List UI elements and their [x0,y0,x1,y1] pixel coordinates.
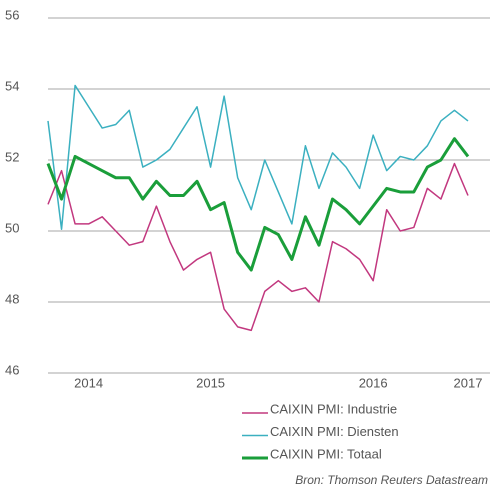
series-line [47,162,469,332]
x-tick-label: 2014 [74,375,103,390]
legend-label: CAIXIN PMI: Industrie [270,401,397,416]
y-tick-label: 52 [5,149,19,164]
y-tick-label: 56 [5,7,19,22]
y-tick-label: 54 [5,78,19,93]
series-line [46,137,470,272]
x-tick-label: 2016 [359,375,388,390]
y-tick-label: 46 [5,362,19,377]
legend-label: CAIXIN PMI: Diensten [270,424,399,439]
source-note: Bron: Thomson Reuters Datastream [295,473,488,487]
series-line [47,84,469,230]
y-tick-label: 50 [5,220,19,235]
y-tick-label: 48 [5,291,19,306]
x-tick-label: 2015 [196,375,225,390]
legend-label: CAIXIN PMI: Totaal [270,446,382,461]
x-tick-label: 2017 [454,375,483,390]
